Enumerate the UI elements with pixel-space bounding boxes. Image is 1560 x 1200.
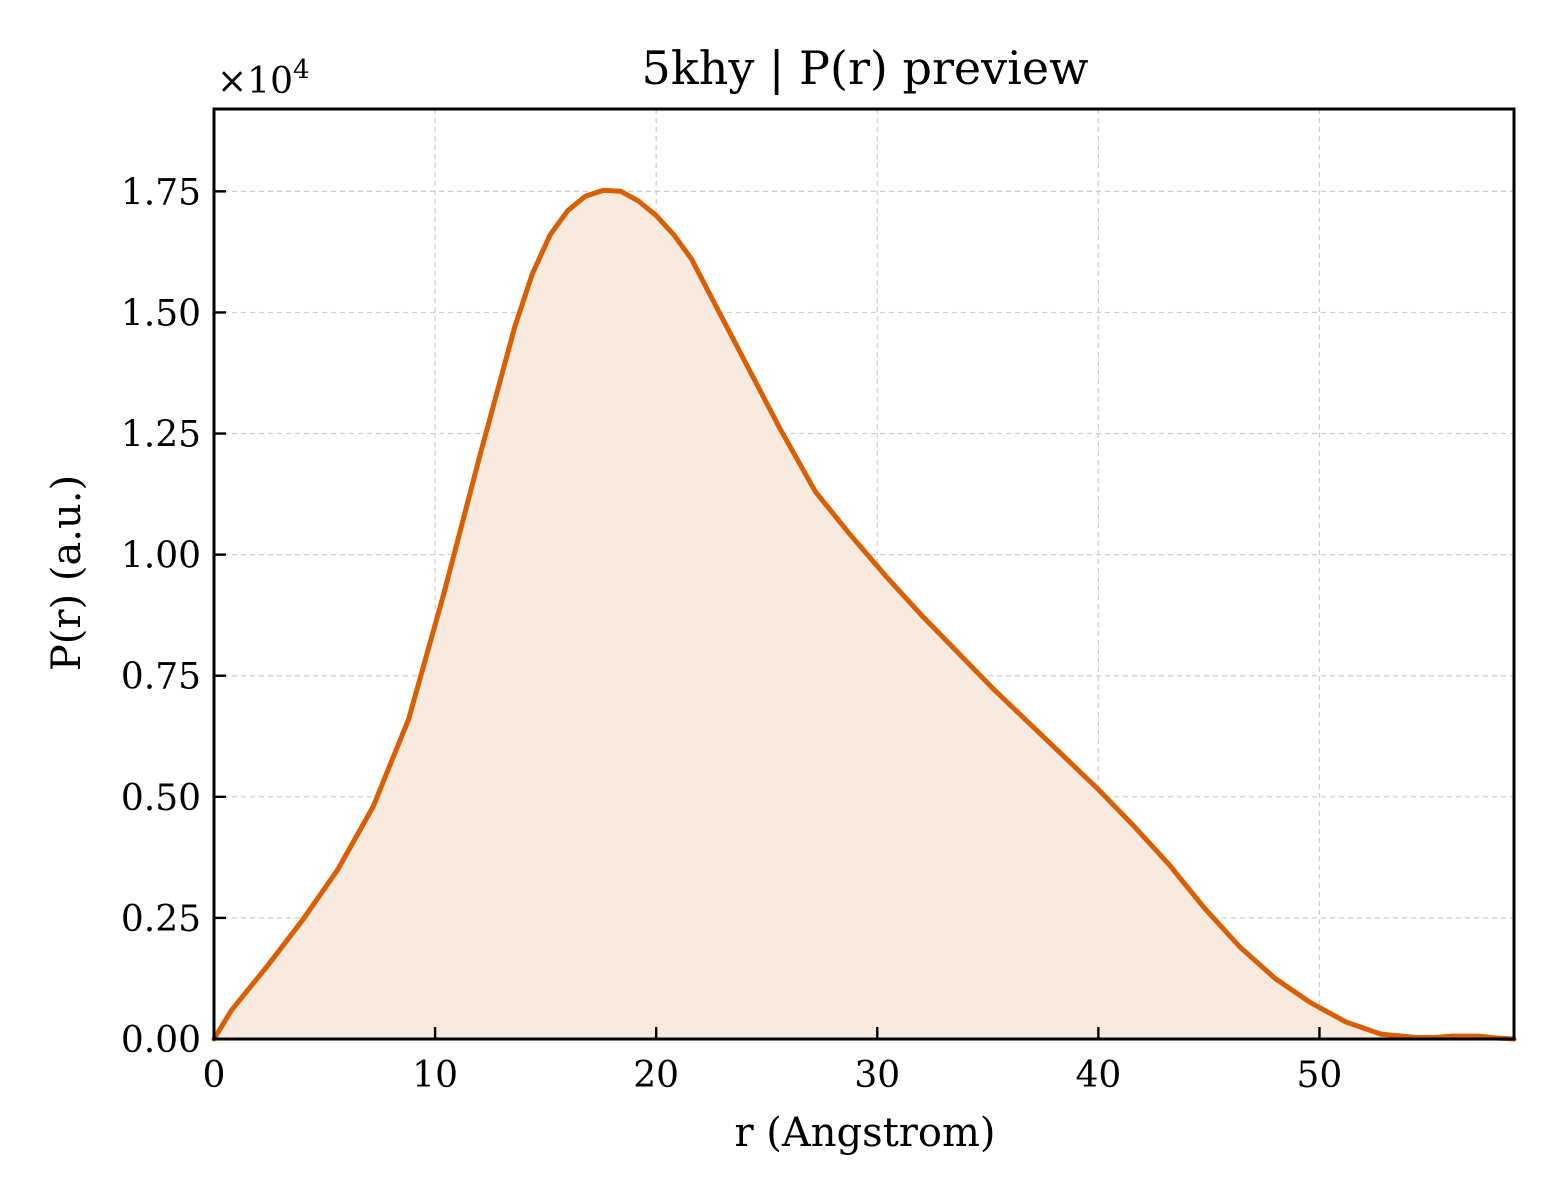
x-tick-label: 0 <box>203 1055 226 1096</box>
y-tick-label: 1.25 <box>121 415 201 456</box>
x-tick-label: 50 <box>1297 1055 1343 1096</box>
series-area-fill <box>214 190 1514 1039</box>
axes-frame <box>212 107 1516 1041</box>
axis-ticks: 0 10 20 30 40 50 0.00 0.25 0.50 0.75 1.00 1.25 1.50 1… <box>121 172 1343 1096</box>
x-tick-label: 40 <box>1075 1055 1121 1096</box>
y-tick-label: 0.00 <box>121 1020 201 1061</box>
x-axis-label: r (Angstrom) <box>734 1110 995 1156</box>
x-tick-label: 30 <box>854 1055 900 1096</box>
y-tick-label: 0.75 <box>121 657 201 698</box>
y-tick-label: 0.50 <box>121 778 201 819</box>
y-tick-label: 1.75 <box>121 172 201 213</box>
x-tick-label: 10 <box>412 1055 458 1096</box>
y-axis-multiplier-base: ×10 <box>217 61 293 102</box>
x-tick-label: 20 <box>633 1055 679 1096</box>
y-tick-label: 0.25 <box>121 899 201 940</box>
series-line <box>211 187 1517 1042</box>
y-tick-label: 1.50 <box>121 293 201 334</box>
y-tick-label: 1.00 <box>121 536 201 577</box>
chart-title: 5khy | P(r) preview <box>642 41 1089 95</box>
y-axis-label: P(r) (a.u.) <box>44 475 90 671</box>
plot-area <box>211 187 1517 1042</box>
y-axis-multiplier: ×104 <box>217 55 310 102</box>
y-axis-multiplier-exponent: 4 <box>293 55 310 85</box>
